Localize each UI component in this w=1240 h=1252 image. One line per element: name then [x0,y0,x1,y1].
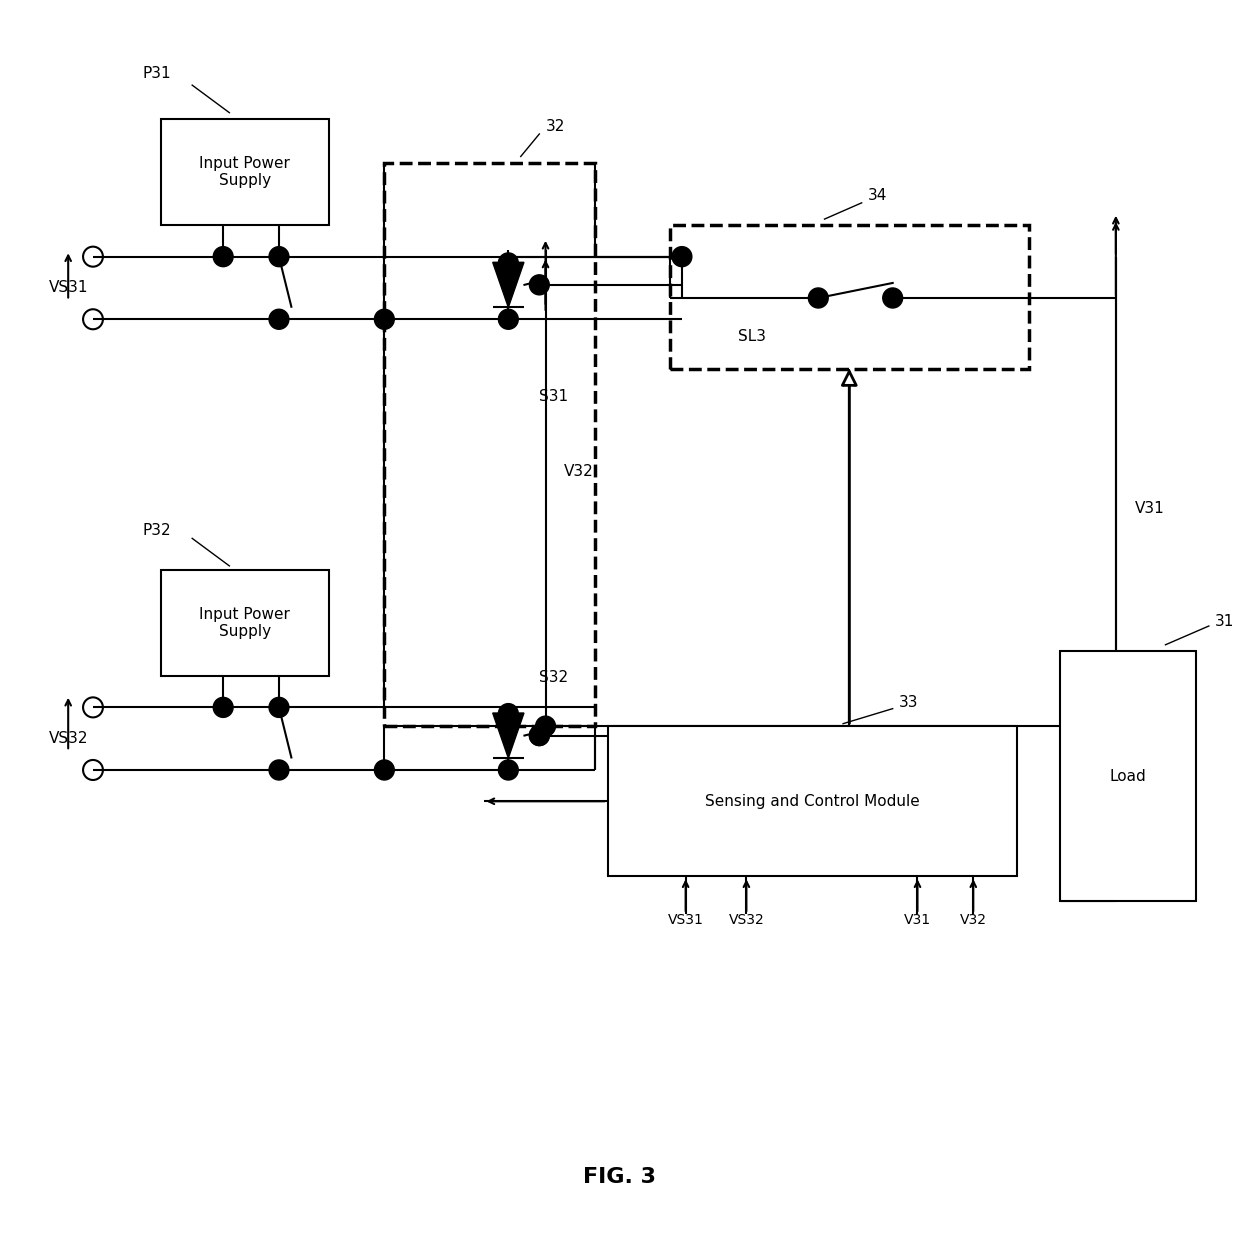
Circle shape [269,697,289,717]
Text: VS31: VS31 [667,913,703,926]
Circle shape [213,697,233,717]
Text: V31: V31 [904,913,931,926]
Text: V32: V32 [960,913,987,926]
Polygon shape [492,714,525,759]
Circle shape [883,288,903,308]
Circle shape [498,760,518,780]
Bar [384,163,595,726]
Circle shape [529,726,549,746]
Text: V32: V32 [564,463,594,478]
Circle shape [498,253,518,273]
Text: S31: S31 [539,388,568,403]
Text: V31: V31 [1135,501,1164,516]
Text: 34: 34 [868,188,888,203]
Circle shape [374,309,394,329]
Circle shape [269,309,289,329]
Bar [161,570,329,676]
Circle shape [213,247,233,267]
Circle shape [536,716,556,736]
Text: Load: Load [1110,769,1147,784]
Text: P32: P32 [143,523,171,538]
Text: P31: P31 [143,66,171,81]
Text: FIG. 3: FIG. 3 [584,1167,656,1187]
Text: S32: S32 [539,670,568,685]
Text: VS31: VS31 [48,280,88,295]
Bar [161,119,329,225]
Text: VS32: VS32 [729,913,764,926]
Circle shape [672,247,692,267]
Circle shape [529,275,549,295]
Circle shape [269,247,289,267]
Bar [670,225,1029,369]
Text: SL3: SL3 [738,328,766,343]
Text: Input Power
Supply: Input Power Supply [200,607,290,639]
Text: 33: 33 [899,695,919,710]
Polygon shape [492,263,525,308]
Bar [1060,651,1197,901]
Circle shape [269,760,289,780]
Circle shape [529,726,549,746]
Circle shape [498,309,518,329]
Text: VS32: VS32 [48,731,88,746]
Text: 32: 32 [546,119,565,134]
Bar [608,726,1017,876]
Circle shape [498,704,518,724]
Circle shape [808,288,828,308]
Text: Input Power
Supply: Input Power Supply [200,156,290,188]
Text: Sensing and Control Module: Sensing and Control Module [704,794,920,809]
Circle shape [374,760,394,780]
Text: 31: 31 [1215,613,1235,629]
